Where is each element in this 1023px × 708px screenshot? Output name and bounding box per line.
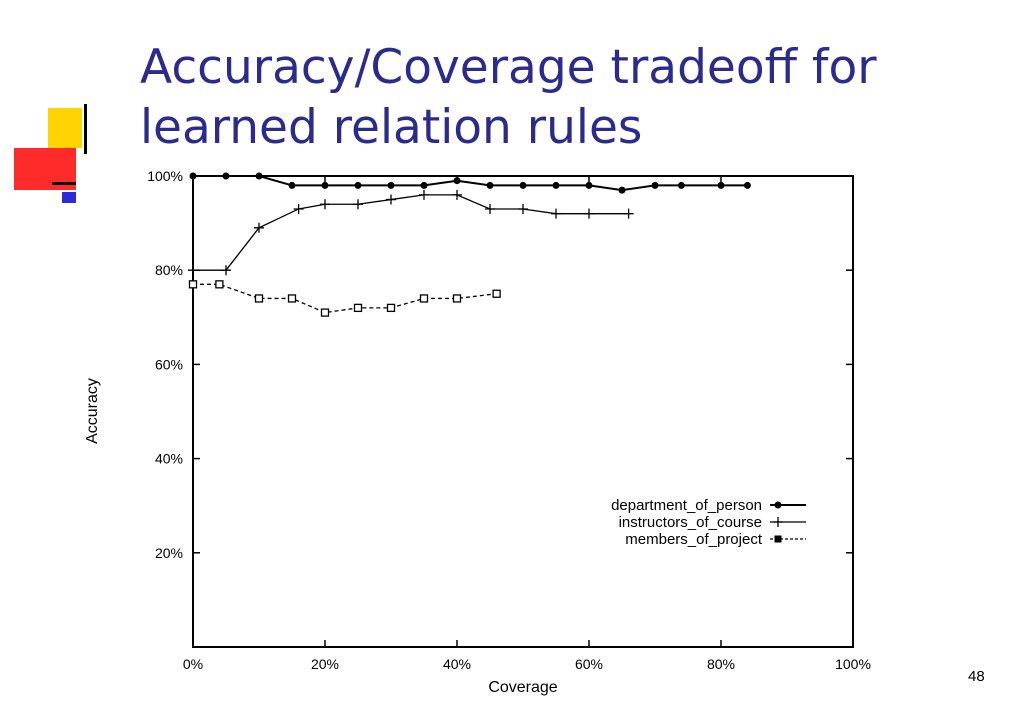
data-point — [215, 280, 224, 289]
legend-label: department_of_person — [611, 497, 762, 514]
series-line — [193, 194, 629, 271]
page-number: 48 — [968, 668, 985, 685]
data-point — [585, 181, 593, 189]
data-point — [321, 181, 329, 189]
slide-title-line-2: learned relation rules — [140, 100, 643, 155]
y-tick-label: 20% — [155, 545, 183, 561]
y-axis-label: Accuracy — [84, 378, 101, 444]
y-tick-label: 80% — [155, 262, 183, 278]
data-point — [419, 294, 429, 303]
data-point — [353, 199, 363, 210]
data-point — [189, 172, 197, 180]
data-point — [584, 208, 594, 219]
series-line — [193, 283, 497, 314]
x-tick-label: 80% — [707, 656, 735, 672]
data-point — [288, 181, 296, 189]
x-tick-label: 20% — [311, 656, 339, 672]
data-point — [320, 199, 330, 210]
data-point — [519, 181, 527, 189]
x-axis-label: Coverage — [488, 679, 557, 696]
data-point — [254, 294, 264, 303]
data-point — [353, 303, 363, 313]
data-point — [419, 189, 429, 200]
series-line — [193, 175, 748, 192]
data-point — [774, 501, 782, 509]
y-tick-label: 40% — [155, 451, 183, 467]
series-instructors-of-course — [188, 189, 634, 276]
data-point — [287, 294, 297, 303]
series-members-of-project — [188, 280, 501, 317]
blue-decor-square — [62, 192, 76, 203]
black-decor-bar — [84, 104, 87, 154]
y-tick-label: 100% — [147, 168, 183, 184]
data-point — [618, 186, 626, 194]
data-point — [386, 303, 396, 313]
data-point — [743, 181, 751, 189]
data-point — [255, 172, 263, 180]
chart-legend: department_of_personinstructors_of_cours… — [611, 497, 806, 548]
data-point — [486, 181, 494, 189]
legend-label: members_of_project — [625, 531, 763, 548]
chart-series — [188, 172, 751, 317]
data-point — [677, 181, 685, 189]
data-point — [387, 181, 395, 189]
slide-title-line-1: Accuracy/Coverage tradeoff for — [140, 40, 877, 95]
data-point — [222, 172, 230, 180]
data-point — [221, 265, 231, 276]
data-point — [453, 177, 461, 185]
x-tick-label: 60% — [575, 656, 603, 672]
data-point — [452, 294, 462, 303]
data-point — [420, 181, 428, 189]
legend-label: instructors_of_course — [619, 514, 762, 531]
data-point — [551, 208, 561, 219]
chart-axes: 0% 20% 40% 60% 80% 100% 20% 40% 60% 80% 100% — [147, 168, 871, 672]
data-point — [552, 181, 560, 189]
data-point — [452, 189, 462, 200]
data-point — [773, 517, 783, 527]
data-point — [774, 535, 782, 543]
black-decor-line — [52, 182, 76, 185]
data-point — [188, 280, 198, 289]
data-point — [188, 265, 198, 276]
y-tick-label: 60% — [155, 356, 183, 372]
data-point — [320, 308, 330, 317]
slide-title: Accuracy/Coverage tradeoff for learned r… — [140, 38, 1000, 158]
data-point — [717, 181, 725, 189]
data-point — [623, 208, 634, 219]
data-point — [518, 203, 528, 214]
series-department-of-person — [189, 172, 751, 194]
data-point — [386, 194, 396, 205]
data-point — [254, 222, 264, 233]
data-point — [651, 181, 659, 189]
plot-frame — [192, 175, 854, 648]
x-tick-label: 40% — [443, 656, 471, 672]
x-tick-label: 100% — [835, 656, 871, 672]
data-point — [354, 181, 362, 189]
x-tick-label: 0% — [183, 656, 203, 672]
yellow-decor-square — [48, 108, 82, 148]
data-point — [485, 203, 495, 214]
data-point — [492, 289, 501, 298]
data-point — [293, 203, 304, 214]
